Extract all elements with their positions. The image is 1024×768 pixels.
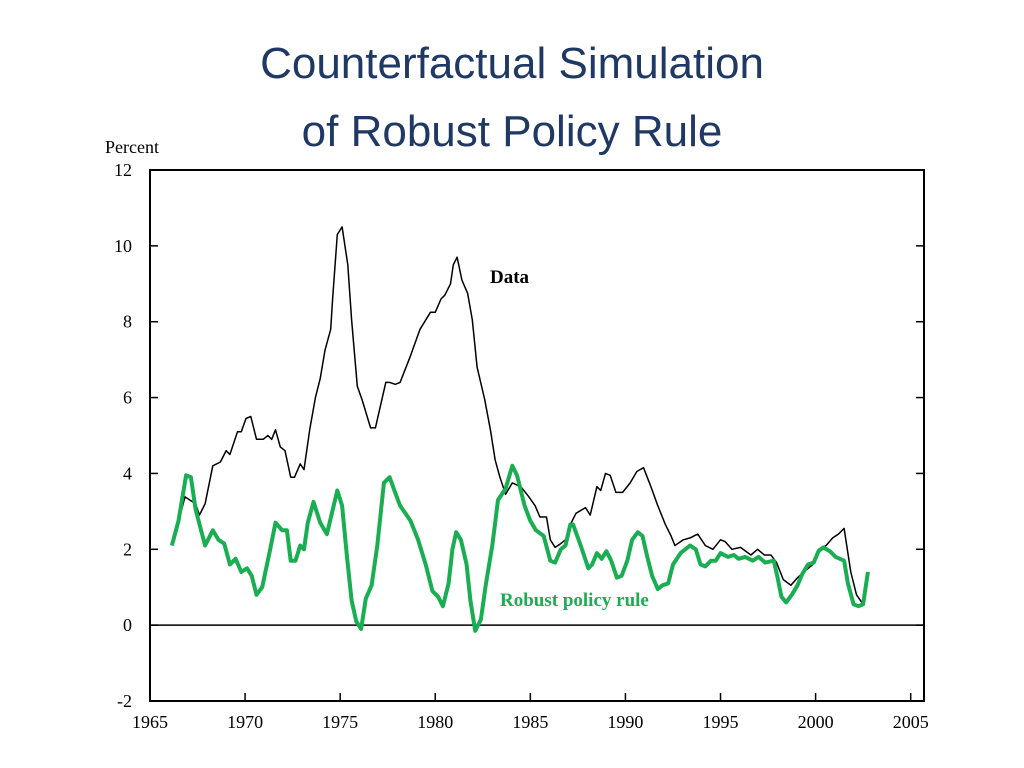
y-axis-label: Percent bbox=[105, 137, 159, 157]
x-tick-label: 1985 bbox=[512, 712, 548, 732]
y-tick-label: 10 bbox=[114, 236, 132, 256]
series-line bbox=[169, 463, 870, 633]
chart-title: of Robust Policy Rule bbox=[302, 107, 723, 156]
y-tick-label: 4 bbox=[123, 463, 132, 483]
y-tick-label: 0 bbox=[123, 615, 132, 635]
annotation: Data bbox=[490, 267, 530, 288]
plot-frame bbox=[149, 169, 925, 702]
x-tick-label: 1990 bbox=[607, 712, 643, 732]
y-tick-label: 8 bbox=[123, 312, 132, 332]
x-tick-label: 1980 bbox=[417, 712, 453, 732]
x-tick-label: 1970 bbox=[227, 712, 263, 732]
y-tick-label: 6 bbox=[123, 388, 132, 408]
y-tick-label: -2 bbox=[117, 691, 132, 711]
y-tick-label: 12 bbox=[114, 160, 132, 180]
x-tick-label: 2000 bbox=[798, 712, 834, 732]
x-tick-label: 2005 bbox=[893, 712, 929, 732]
series-line bbox=[171, 226, 870, 606]
annotation: Robust policy rule bbox=[500, 590, 649, 611]
x-tick-label: 1965 bbox=[132, 712, 168, 732]
chart-title: Counterfactual Simulation bbox=[260, 39, 764, 88]
x-tick-label: 1995 bbox=[703, 712, 739, 732]
x-tick-label: 1975 bbox=[322, 712, 358, 732]
y-tick-label: 2 bbox=[123, 539, 132, 559]
